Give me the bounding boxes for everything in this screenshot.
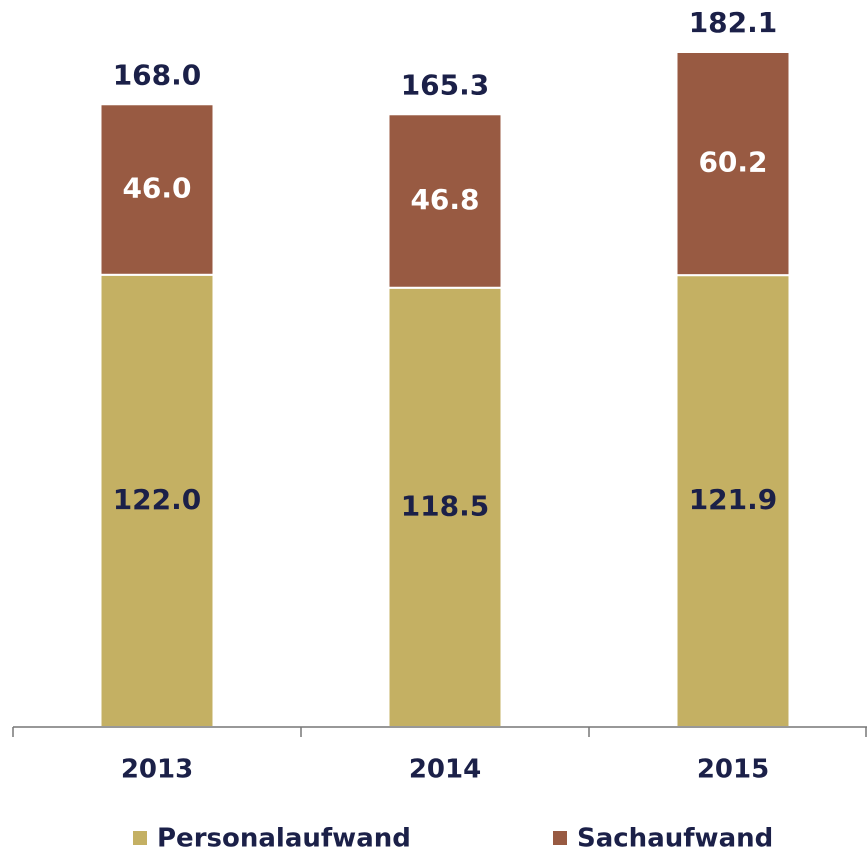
- total-label: 168.0: [113, 58, 202, 91]
- bar-segment: [387, 113, 503, 289]
- legend-swatch: [133, 831, 147, 845]
- bar-segment: [675, 274, 791, 728]
- x-tick-label: 2013: [121, 755, 193, 785]
- legend-label: Sachaufwand: [577, 824, 773, 854]
- bar-segment: [675, 51, 791, 277]
- bar-segment: [99, 273, 215, 728]
- value-label: 118.5: [401, 489, 490, 522]
- value-label: 121.9: [689, 483, 778, 516]
- legend-swatch: [553, 831, 567, 845]
- value-label: 122.0: [113, 483, 202, 516]
- legend-label: Personalaufwand: [157, 824, 411, 854]
- x-tick-label: 2015: [697, 755, 769, 785]
- value-label: 60.2: [698, 146, 767, 179]
- value-label: 46.0: [122, 172, 191, 205]
- x-tick-label: 2014: [409, 755, 481, 785]
- value-label: 46.8: [410, 183, 479, 216]
- bar-segment: [99, 103, 215, 276]
- total-label: 182.1: [689, 6, 778, 39]
- total-label: 165.3: [401, 68, 490, 101]
